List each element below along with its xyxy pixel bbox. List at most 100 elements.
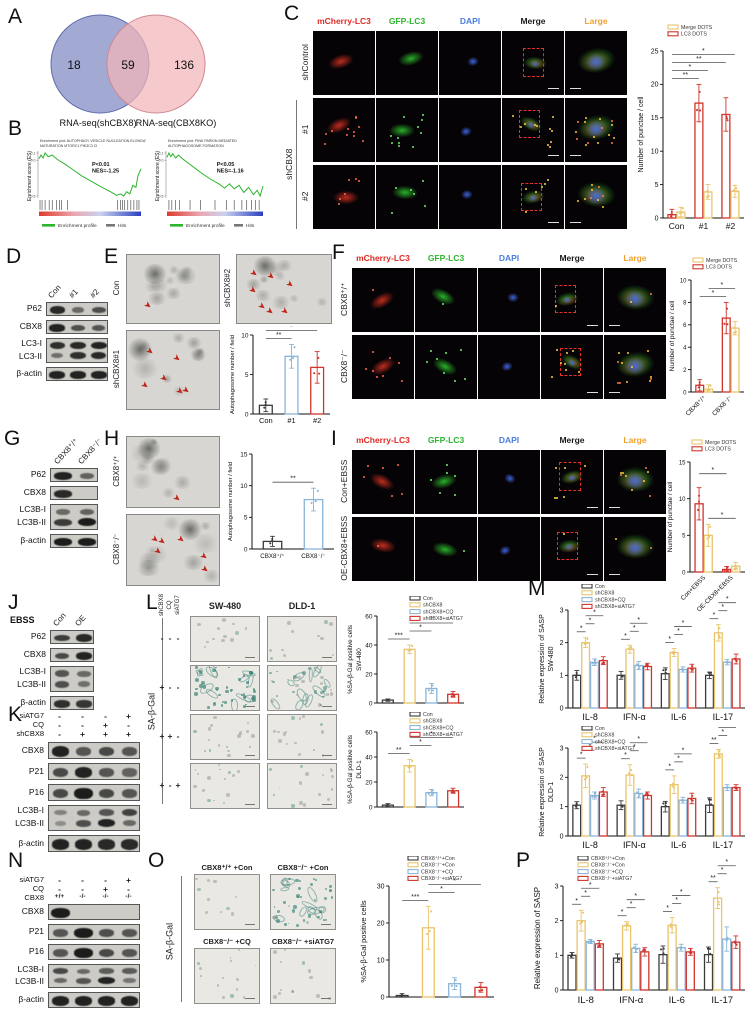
- gsea-tick-label: 0.1: [159, 152, 164, 156]
- legend-swatch: [409, 609, 421, 615]
- condition-mark: -: [81, 875, 84, 885]
- punctum-dot: [390, 494, 393, 497]
- protein-band: [53, 978, 68, 984]
- bar: [625, 648, 635, 709]
- gsea-title: Enrichment plot: AUTOPHAGY VESICLE NUCLE…: [40, 139, 146, 143]
- bar: [678, 668, 688, 709]
- protein-band: [122, 768, 137, 777]
- sig-label: *: [721, 512, 724, 519]
- punctum-dot: [583, 198, 586, 201]
- column-header-merge: Merge: [559, 435, 585, 445]
- band-label: CBX8: [21, 744, 44, 755]
- column-header-gfp-lc3: GFP-LC3: [427, 253, 465, 263]
- punctum-dot: [446, 464, 449, 467]
- data-point: [407, 649, 410, 652]
- stain-condition-label: siATG7: [175, 595, 181, 616]
- cell-speck: [194, 769, 197, 771]
- punctum-dot: [397, 362, 400, 365]
- punctum-dot: [598, 186, 601, 189]
- data-point: [293, 346, 296, 349]
- y-tick-label: 30: [377, 883, 385, 890]
- bar: [567, 954, 577, 991]
- bar: [598, 659, 608, 709]
- punctum-dot: [551, 375, 554, 378]
- cell-speck: [315, 993, 320, 998]
- data-point: [709, 384, 712, 387]
- cell-speck: [301, 670, 306, 675]
- cell-speck: [324, 896, 328, 901]
- stain-cell-label: CBX8⁺/⁺ +Con: [201, 863, 253, 872]
- fluor-image: [352, 450, 414, 514]
- cell-blob: [497, 358, 517, 375]
- em-image: ➤: [126, 254, 220, 324]
- protein-band: [74, 996, 93, 1006]
- punctum-dot: [390, 142, 393, 145]
- cell-speck: [201, 681, 206, 686]
- column-header-dapi: DAPI: [498, 435, 520, 445]
- cell-speck: [250, 696, 254, 700]
- em-texture: [269, 295, 292, 309]
- data-point: [586, 637, 589, 640]
- legend-label: CBX8⁻/⁻+Con: [591, 863, 625, 869]
- panel-o-label: O: [148, 849, 165, 872]
- zoom-region-box: [523, 48, 545, 77]
- sig-label: **: [396, 747, 402, 754]
- punctum-dot: [577, 120, 580, 123]
- legend-label: shCBX8+CQ: [595, 739, 625, 745]
- cell-speck: [221, 639, 225, 643]
- gsea-title: AUTOPHAGOSOME FORMATION: [168, 144, 224, 148]
- legend-label: CBX8⁺/⁺+Con: [591, 856, 625, 862]
- cell-speck: [295, 878, 299, 883]
- legend-swatch: [581, 597, 593, 603]
- band-label: CBX8: [19, 321, 42, 331]
- cell-speck: [288, 904, 291, 907]
- sig-label: *: [711, 467, 714, 474]
- cell-speck: [302, 803, 307, 807]
- sig-label: *: [633, 625, 636, 632]
- sig-label: *: [633, 744, 636, 751]
- cell-speck: [320, 676, 324, 680]
- cell-speck: [223, 802, 226, 804]
- cell-speck: [198, 966, 202, 970]
- punctum-dot: [615, 538, 618, 541]
- gsea-nes: NES=-1.16: [217, 169, 244, 175]
- legend-swatch: [409, 718, 421, 724]
- punctum-dot: [443, 372, 446, 375]
- em-texture: [174, 269, 194, 281]
- cell-speck: [331, 775, 335, 779]
- cell-speck: [242, 693, 245, 696]
- panel-h-label: H: [104, 427, 120, 450]
- data-point: [637, 795, 640, 798]
- punctum-dot: [534, 124, 537, 127]
- data-point: [407, 766, 410, 769]
- condition-mark: -: [58, 729, 61, 739]
- legend-swatch: [409, 615, 421, 621]
- protein-band: [52, 968, 69, 975]
- legend-swatch: [667, 31, 679, 37]
- panel-p-label: P: [516, 849, 531, 872]
- cell-speck: [210, 724, 214, 728]
- cell-speck: [330, 896, 334, 899]
- cell-speck: [301, 679, 305, 684]
- cell-speck: [279, 960, 283, 963]
- sig-label: *: [682, 620, 685, 627]
- em-texture: [243, 278, 263, 290]
- data-point: [725, 115, 728, 118]
- band-label: LC3B-I: [19, 666, 46, 676]
- protein-band: [75, 634, 93, 642]
- data-point: [428, 929, 431, 933]
- stain-condition-mark: -: [160, 633, 164, 643]
- cell-outline: [279, 886, 290, 893]
- punctum-dot: [398, 144, 401, 147]
- legend-label: Hits: [118, 223, 127, 229]
- blot-box: [46, 320, 108, 334]
- cell-blob: [321, 46, 362, 77]
- data-point: [586, 765, 589, 768]
- panel-j-label: J: [8, 591, 19, 614]
- punctum-dot: [412, 193, 415, 196]
- sig-label: ***: [395, 633, 403, 640]
- chart-host-l2: 0 20 40 60 ** * * %SA-β-Gal positive cells DLD-1…: [346, 711, 468, 814]
- cell-speck: [284, 922, 287, 926]
- gsea-tick-label: -0.5: [157, 195, 163, 199]
- condition-mark: -: [58, 720, 61, 730]
